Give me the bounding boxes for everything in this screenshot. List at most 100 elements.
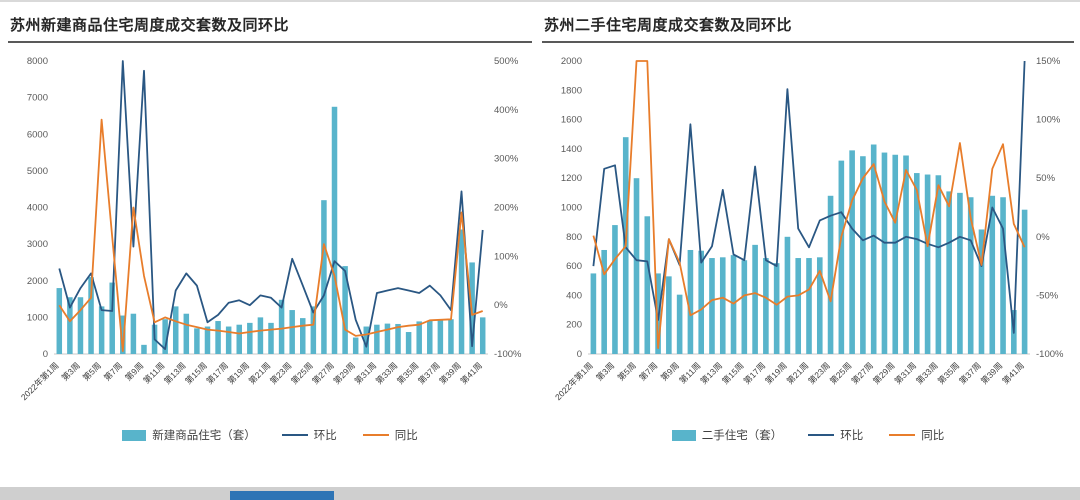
x-tick-label: 第33周 (374, 360, 400, 386)
bar-week-6 (109, 282, 115, 354)
legend-resale-homes: 二手住宅（套） 环比 同比 (542, 427, 1074, 443)
y-left-tick-label: 3000 (27, 239, 48, 250)
bar-week-32 (924, 174, 931, 354)
bar-week-19 (247, 322, 253, 354)
bar-week-27 (331, 106, 338, 354)
y-right-tick-label: 500% (494, 56, 519, 67)
x-tick-label: 第31周 (892, 360, 918, 386)
line-swatch-icon (889, 433, 916, 437)
bar-week-19 (784, 236, 791, 354)
bar-week-26 (321, 200, 327, 354)
y-right-tick-label: 200% (494, 203, 519, 214)
bar-week-12 (709, 258, 715, 354)
y-left-tick-label: 200 (566, 320, 582, 331)
bar-week-9 (676, 294, 683, 354)
line-swatch-icon (808, 433, 835, 437)
y-right-tick-label: 400% (494, 105, 519, 116)
legend-item-mom: 环比 (808, 427, 863, 443)
x-tick-label: 第27周 (310, 360, 336, 386)
y-left-tick-label: 8000 (27, 56, 48, 67)
bar-week-37 (437, 319, 444, 354)
x-tick-label: 第3周 (59, 360, 81, 382)
x-tick-label: 第39周 (437, 360, 463, 386)
y-left-tick-label: 1600 (561, 115, 582, 126)
bar-week-35 (957, 192, 963, 354)
line-yoy (58, 118, 484, 353)
bar-week-11 (162, 319, 168, 354)
legend-label: 同比 (394, 430, 418, 442)
bar-week-39 (458, 229, 465, 354)
bar-week-10 (687, 249, 694, 354)
bar-week-30 (903, 155, 909, 354)
bar-week-18 (236, 324, 242, 354)
legend-item-bar: 二手住宅（套） (671, 427, 783, 443)
y-left-tick-label: 5000 (27, 166, 48, 177)
y-left-tick-label: 1000 (561, 203, 582, 214)
y-left-tick-label: 600 (566, 261, 582, 272)
bar-week-34 (405, 332, 412, 354)
bar-week-14 (194, 328, 200, 354)
bar-week-14 (730, 255, 737, 354)
bar-week-26 (860, 156, 866, 354)
x-tick-label: 第39周 (979, 360, 1005, 386)
legend-label: 新建商品住宅（套） (152, 430, 256, 442)
x-tick-label: 第11周 (141, 360, 166, 385)
y-left-tick-label: 1400 (561, 144, 582, 155)
bar-week-29 (892, 154, 899, 354)
y-left-tick-label: 6000 (27, 129, 48, 140)
bar-week-3 (612, 225, 618, 354)
x-tick-label: 第5周 (81, 360, 103, 382)
y-left-tick-label: 800 (566, 232, 582, 243)
bar-week-31 (914, 173, 920, 354)
bar-week-25 (849, 150, 855, 354)
bar-week-36 (427, 320, 433, 354)
x-tick-label: 第41周 (458, 360, 484, 386)
bar-week-16 (215, 321, 221, 354)
x-tick-label: 第19周 (225, 360, 251, 386)
bar-week-31 (374, 324, 380, 354)
x-tick-label: 第15周 (183, 360, 209, 386)
x-tick-label: 第23周 (268, 360, 294, 386)
bar-week-38 (448, 319, 454, 354)
bar-week-27 (870, 144, 877, 354)
x-tick-label: 第5周 (615, 360, 637, 382)
bar-week-6 (644, 216, 651, 354)
bar-week-23 (289, 310, 295, 354)
x-tick-label: 第31周 (352, 360, 378, 386)
x-tick-label: 第35周 (395, 360, 421, 386)
bar-week-30 (363, 326, 370, 354)
x-tick-label: 第17周 (742, 360, 768, 386)
legend-label: 二手住宅（套） (701, 430, 783, 442)
x-tick-label: 第27周 (849, 360, 875, 386)
line-mom (592, 60, 1026, 334)
x-tick-label: 第21周 (785, 360, 811, 386)
y-left-tick-label: 0 (577, 349, 582, 360)
x-tick-label: 第21周 (247, 360, 273, 386)
bar-week-29 (352, 337, 359, 354)
bar-week-3 (77, 297, 84, 354)
bar-week-23 (827, 195, 834, 354)
x-tick-label: 第37周 (416, 360, 442, 386)
y-left-tick-label: 4000 (27, 203, 48, 214)
x-tick-label: 第35周 (936, 360, 962, 386)
bar-week-2 (601, 249, 607, 354)
bar-week-33 (395, 323, 401, 354)
bar-week-22 (278, 299, 285, 354)
x-tick-label: 第29周 (871, 360, 897, 386)
y-right-tick-label: 50% (1036, 173, 1056, 184)
y-left-tick-label: 400 (566, 290, 582, 301)
bar-swatch-icon (671, 429, 696, 441)
line-yoy (592, 60, 1026, 350)
bar-week-17 (225, 326, 232, 354)
bar-swatch-icon (122, 429, 147, 441)
bar-week-16 (752, 244, 758, 354)
bar-week-21 (806, 258, 812, 354)
bar-week-28 (342, 266, 348, 354)
x-tick-label: 第11周 (677, 360, 702, 385)
y-right-tick-label: 0% (1036, 232, 1050, 243)
chart-panel-resale-homes: 苏州二手住宅周度成交套数及同环比 0 200 400 600 800 1000 1200 14… (542, 10, 1074, 443)
x-tick-label: 第7周 (102, 360, 124, 382)
x-tick-label: 2022年第1周 (553, 360, 595, 402)
bar-week-8 (666, 276, 672, 354)
